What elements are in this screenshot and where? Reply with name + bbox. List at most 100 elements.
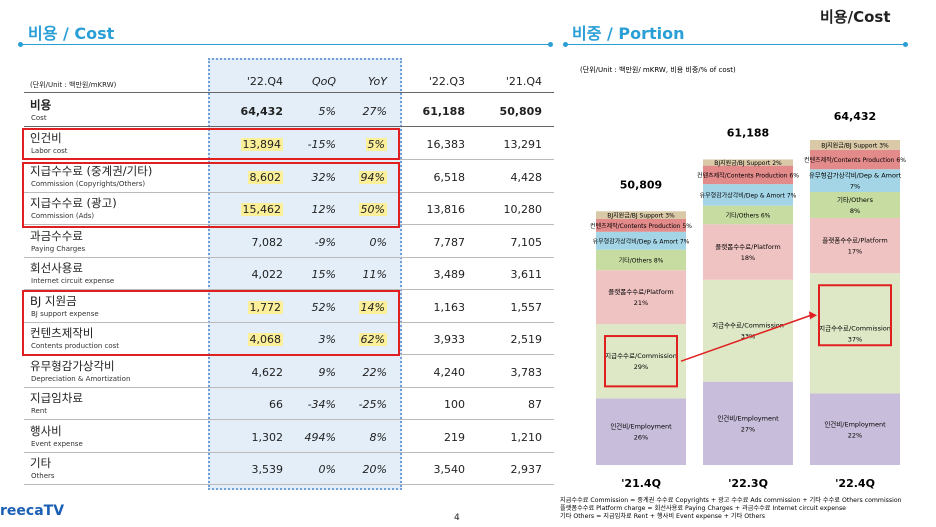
cell-text: 20% <box>362 463 387 476</box>
cell-text: 494% <box>304 430 336 444</box>
cell-text: 0% <box>318 463 336 476</box>
row-label: 비용 <box>30 98 52 112</box>
cell-text: 4,240 <box>433 365 466 379</box>
table-cell: 2,519 <box>511 333 543 346</box>
note: 지급수수료 Commission = 중계권 수수료 Copyrights + … <box>560 496 902 504</box>
table-cell: 4,622 <box>252 366 284 379</box>
row-rule <box>24 386 554 388</box>
table-cell: 94% <box>358 170 387 184</box>
table-cell: 22% <box>363 366 387 379</box>
row-label-en: Paying Charges <box>31 244 86 253</box>
segment-name: 컨텐츠제작/Contents Production <box>804 156 895 164</box>
rule-dot <box>18 42 23 47</box>
table-cell: 2,937 <box>511 463 543 476</box>
segment-value: 26% <box>634 434 648 442</box>
table-cell: 11% <box>363 268 387 281</box>
bar-segment <box>596 249 686 271</box>
cell-text: 7,082 <box>251 235 284 249</box>
row-label-en: Contents production cost <box>31 342 120 350</box>
table-cell: 13,291 <box>504 138 543 151</box>
segment-label: 지급수수료/Commission <box>712 321 784 330</box>
segment-label: 인건비/Employment <box>824 419 886 428</box>
cell-text: 66 <box>269 398 283 411</box>
bar-segment <box>703 224 793 280</box>
row-rule <box>24 321 554 323</box>
cell-text: 5% <box>318 105 336 118</box>
cell-text: 94% <box>358 170 387 184</box>
row-label: 인건비 <box>30 131 62 145</box>
table-cell: 7,105 <box>511 236 543 249</box>
segment-label: 유무형감가상각비/Dep & Amort 7% <box>700 191 797 199</box>
segment-value: 29% <box>634 363 648 371</box>
cell-text: 3,933 <box>433 333 466 346</box>
cell-text: 0% <box>369 235 387 249</box>
table-cell: 0% <box>319 463 336 476</box>
table-cell: 32% <box>312 171 336 184</box>
bar-segment <box>810 192 900 218</box>
table-cell: 27% <box>363 105 387 118</box>
segment-name: BJ지원금/BJ Support <box>714 159 771 167</box>
segment-value: 2% <box>772 160 782 167</box>
segment-value: 21% <box>634 299 648 307</box>
row-label-en: Cost <box>31 114 47 122</box>
table-cell: 8% <box>370 431 387 444</box>
segment-value: 6% <box>896 157 906 164</box>
segment-value: 7% <box>680 238 690 245</box>
cell-text: 10,280 <box>503 203 543 216</box>
bar-segment <box>703 184 793 206</box>
table-cell: 50,809 <box>500 105 542 118</box>
cell-text: 52% <box>311 300 336 314</box>
table-cell: 9% <box>319 366 336 379</box>
table-cell: 66 <box>269 398 283 411</box>
segment-label: 인건비/Employment <box>717 413 779 422</box>
segment-value: 37% <box>848 335 862 343</box>
table-cell: 4,428 <box>511 171 543 184</box>
segment-value: 17% <box>848 248 862 256</box>
bar-segment <box>596 398 686 465</box>
table-cell: 0% <box>370 236 387 249</box>
bar-total: 61,188 <box>727 126 769 139</box>
logo: reecaTV <box>0 503 65 519</box>
cell-text: 15% <box>311 268 336 281</box>
table-cell: 3,489 <box>434 268 466 281</box>
row-rule <box>24 191 554 193</box>
cell-text: 50% <box>358 203 387 216</box>
row-rule <box>24 419 554 420</box>
row-label-en: Commission (Ads) <box>31 212 95 220</box>
cell-text: -15% <box>307 138 336 151</box>
bar-segment <box>703 381 793 465</box>
x-tick-label: '22.3Q <box>728 477 768 490</box>
row-label-en: Event expense <box>31 439 83 448</box>
segment-value: 7% <box>850 183 860 191</box>
cell-text: 27% <box>362 105 387 118</box>
cell-text: 8,602 <box>247 170 283 184</box>
segment-name: 기타/Others <box>619 256 652 264</box>
bar-segment <box>810 218 900 274</box>
bar-segment <box>703 279 793 382</box>
row-label: 기타 <box>30 456 52 470</box>
row-label-en: Labor cost <box>31 147 68 155</box>
row-label: 행사비 <box>30 423 62 438</box>
bar-segment <box>596 218 686 232</box>
segment-value: 8% <box>850 207 860 215</box>
segment-name: BJ지원금/BJ Support <box>821 141 878 149</box>
cell-text: 13,894 <box>240 138 283 151</box>
cell-text: 13,816 <box>426 203 466 216</box>
segment-name: BJ지원금/BJ Support <box>607 212 664 220</box>
bar-segment <box>596 270 686 325</box>
table-cell: -15% <box>308 138 336 151</box>
segment-value: 6% <box>761 213 771 220</box>
cell-text: 22% <box>362 365 387 379</box>
segment-label: BJ지원금/BJ Support 3% <box>821 141 889 149</box>
bar-segment <box>810 169 900 192</box>
rule-dot <box>548 42 553 47</box>
arrow-head <box>809 311 817 320</box>
segment-label: 컨텐츠제작/Contents Production 6% <box>697 171 799 179</box>
segment-value: 22% <box>848 431 862 439</box>
segment-value: 3% <box>879 142 889 149</box>
chart-subtitle: (단위/Unit : 백만원/ mKRW, 비용 비중/% of cost) <box>580 65 736 74</box>
highlight-column <box>208 58 402 490</box>
table-cell: 13,894 <box>240 138 283 151</box>
unit-note: (단위/Unit : 백만원/mKRW) <box>30 81 117 89</box>
